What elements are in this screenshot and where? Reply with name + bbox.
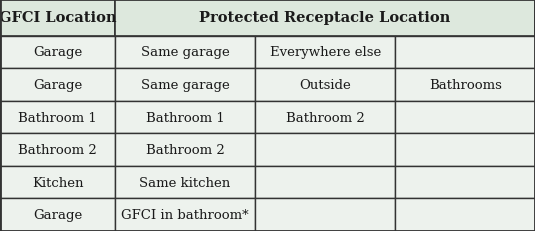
FancyBboxPatch shape — [115, 69, 255, 101]
Text: Kitchen: Kitchen — [32, 176, 83, 189]
FancyBboxPatch shape — [115, 199, 255, 231]
FancyBboxPatch shape — [395, 134, 535, 166]
FancyBboxPatch shape — [255, 166, 395, 199]
FancyBboxPatch shape — [395, 69, 535, 101]
Text: GFCI Location: GFCI Location — [0, 11, 116, 25]
FancyBboxPatch shape — [0, 199, 115, 231]
FancyBboxPatch shape — [395, 199, 535, 231]
FancyBboxPatch shape — [395, 101, 535, 134]
FancyBboxPatch shape — [395, 36, 535, 69]
Text: GFCI in bathroom*: GFCI in bathroom* — [121, 208, 249, 221]
Text: Same garage: Same garage — [141, 79, 230, 92]
FancyBboxPatch shape — [0, 101, 115, 134]
FancyBboxPatch shape — [0, 166, 115, 199]
FancyBboxPatch shape — [255, 36, 395, 69]
Text: Bathroom 2: Bathroom 2 — [146, 143, 225, 156]
Text: Protected Receptacle Location: Protected Receptacle Location — [200, 11, 450, 25]
Text: Garage: Garage — [33, 79, 82, 92]
FancyBboxPatch shape — [255, 134, 395, 166]
Text: Bathroom 1: Bathroom 1 — [18, 111, 97, 124]
Text: Same kitchen: Same kitchen — [140, 176, 231, 189]
FancyBboxPatch shape — [0, 134, 115, 166]
Text: Bathroom 2: Bathroom 2 — [18, 143, 97, 156]
FancyBboxPatch shape — [0, 36, 115, 69]
Text: Garage: Garage — [33, 208, 82, 221]
Text: Same garage: Same garage — [141, 46, 230, 59]
Text: Bathroom 1: Bathroom 1 — [146, 111, 225, 124]
FancyBboxPatch shape — [395, 166, 535, 199]
FancyBboxPatch shape — [0, 69, 115, 101]
Text: Bathroom 2: Bathroom 2 — [286, 111, 365, 124]
FancyBboxPatch shape — [115, 0, 535, 36]
FancyBboxPatch shape — [255, 101, 395, 134]
Text: Bathrooms: Bathrooms — [429, 79, 502, 92]
FancyBboxPatch shape — [115, 101, 255, 134]
FancyBboxPatch shape — [0, 0, 115, 36]
Text: Outside: Outside — [300, 79, 351, 92]
FancyBboxPatch shape — [255, 69, 395, 101]
Text: Everywhere else: Everywhere else — [270, 46, 381, 59]
FancyBboxPatch shape — [115, 36, 255, 69]
FancyBboxPatch shape — [255, 199, 395, 231]
FancyBboxPatch shape — [115, 166, 255, 199]
Text: Garage: Garage — [33, 46, 82, 59]
FancyBboxPatch shape — [115, 134, 255, 166]
